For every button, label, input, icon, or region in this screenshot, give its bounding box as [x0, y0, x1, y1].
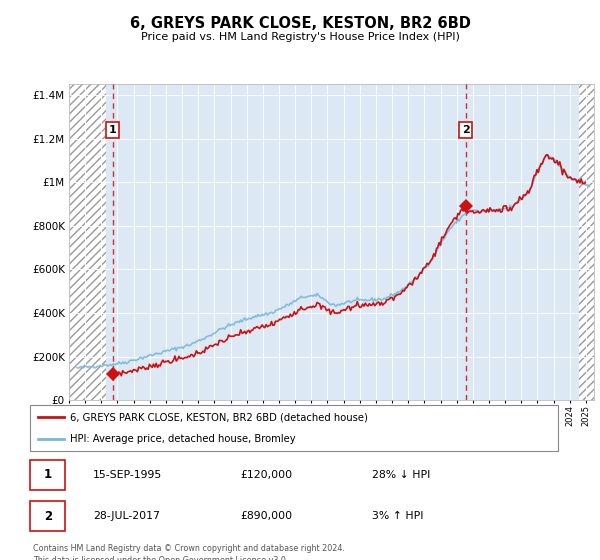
FancyBboxPatch shape	[30, 501, 65, 531]
Text: £120,000: £120,000	[240, 470, 292, 480]
Text: 15-SEP-1995: 15-SEP-1995	[93, 470, 162, 480]
Bar	[69, 84, 106, 400]
Text: 1: 1	[44, 468, 52, 482]
Bar	[580, 84, 594, 400]
Text: 28% ↓ HPI: 28% ↓ HPI	[372, 470, 430, 480]
FancyBboxPatch shape	[30, 405, 558, 451]
Text: Price paid vs. HM Land Registry's House Price Index (HPI): Price paid vs. HM Land Registry's House …	[140, 32, 460, 43]
Text: 28-JUL-2017: 28-JUL-2017	[93, 511, 160, 521]
Text: 2: 2	[462, 125, 470, 135]
Text: Contains HM Land Registry data © Crown copyright and database right 2024.
This d: Contains HM Land Registry data © Crown c…	[33, 544, 345, 560]
Text: 6, GREYS PARK CLOSE, KESTON, BR2 6BD: 6, GREYS PARK CLOSE, KESTON, BR2 6BD	[130, 16, 470, 31]
Text: 2: 2	[44, 510, 52, 523]
Text: 6, GREYS PARK CLOSE, KESTON, BR2 6BD (detached house): 6, GREYS PARK CLOSE, KESTON, BR2 6BD (de…	[70, 412, 367, 422]
FancyBboxPatch shape	[30, 460, 65, 490]
Text: 3% ↑ HPI: 3% ↑ HPI	[372, 511, 424, 521]
Text: £890,000: £890,000	[240, 511, 292, 521]
Text: HPI: Average price, detached house, Bromley: HPI: Average price, detached house, Brom…	[70, 435, 295, 444]
Text: 1: 1	[109, 125, 116, 135]
